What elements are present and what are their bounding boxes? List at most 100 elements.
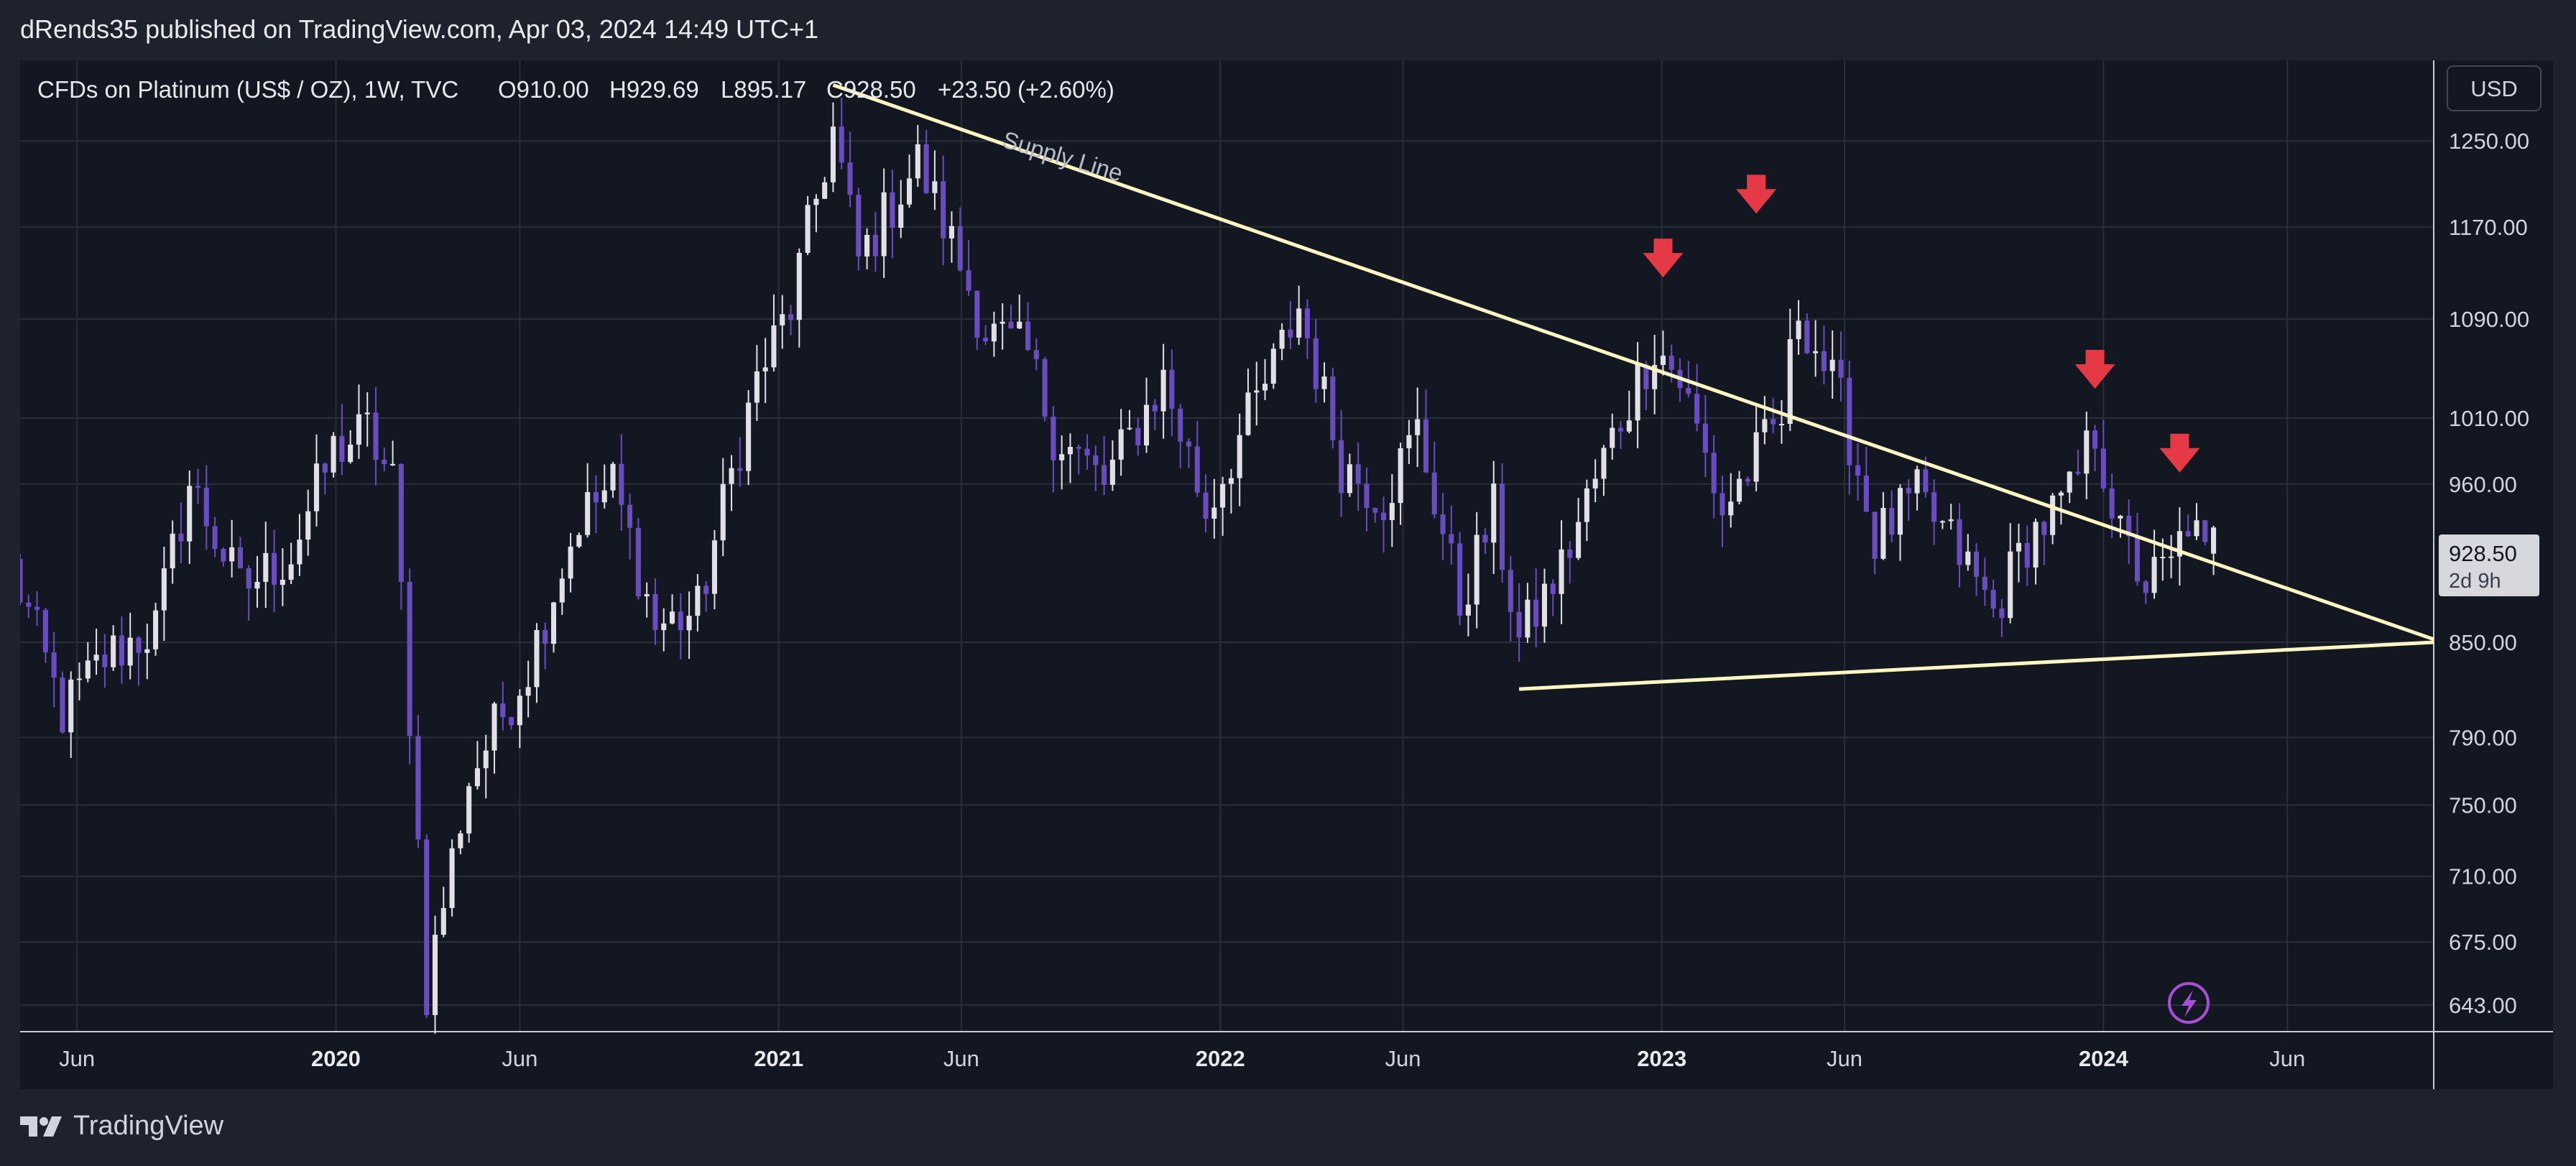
candle	[432, 915, 438, 1034]
candle	[1109, 440, 1115, 491]
x-tick-label: Jun	[943, 1046, 979, 1071]
candle	[1880, 491, 1886, 560]
candle-body	[1491, 483, 1497, 543]
candle-body	[1160, 369, 1166, 412]
candle-body	[1008, 321, 1014, 329]
candle-body	[966, 270, 971, 291]
candle	[1787, 308, 1793, 431]
candle-body	[1500, 483, 1505, 570]
candle-body	[26, 602, 32, 607]
currency-button[interactable]: USD	[2447, 65, 2542, 111]
candle-body	[1889, 507, 1895, 535]
candle-body	[1465, 604, 1471, 616]
candle	[212, 517, 218, 557]
candle-body	[1618, 427, 1624, 432]
candle	[915, 124, 920, 188]
candle-body	[2126, 515, 2132, 537]
candle-body	[2194, 520, 2199, 537]
candle	[1550, 579, 1556, 616]
candle	[1186, 438, 1191, 468]
candle	[1440, 493, 1446, 560]
candle-body	[1102, 465, 1107, 485]
candle	[229, 519, 235, 578]
candle-body	[661, 623, 667, 631]
candle	[1957, 503, 1962, 588]
current-price-label: 928.50	[2449, 541, 2517, 566]
candle	[170, 520, 175, 584]
candle	[1178, 404, 1183, 468]
candle-body	[1279, 329, 1285, 349]
candle	[1525, 583, 1531, 643]
candle-body	[483, 750, 489, 769]
candle-body	[2067, 471, 2072, 493]
candle	[1516, 583, 1522, 662]
down-arrow-icon	[2159, 433, 2200, 473]
candle-body	[957, 226, 963, 271]
chart-svg[interactable]: Supply Line 643.00 675.00 710.00 750.00 790.…	[20, 60, 2553, 1089]
candle	[339, 404, 345, 476]
legend-low: L895.17	[721, 76, 806, 103]
candle	[974, 290, 980, 351]
candle	[1457, 532, 1463, 626]
candle-body	[1863, 475, 1869, 512]
lightning-icon[interactable]	[2168, 982, 2210, 1024]
candle-body	[1431, 472, 1437, 514]
candle-body	[1711, 453, 1717, 494]
candle	[237, 537, 243, 569]
tradingview-logo[interactable]: TradingView	[20, 1111, 223, 1142]
candle	[762, 338, 768, 404]
candle-body	[2016, 542, 2022, 552]
candle	[297, 514, 303, 576]
candle-body	[1449, 534, 1454, 544]
candle-body	[2033, 522, 2039, 568]
header: dRends35 published on TradingView.com, A…	[0, 0, 2576, 60]
candle	[85, 642, 91, 683]
candle	[627, 493, 633, 560]
candle-body	[543, 629, 548, 644]
candle	[1000, 303, 1005, 350]
candle-body	[2109, 488, 2115, 519]
candle	[1491, 461, 1497, 575]
candle-body	[440, 907, 446, 935]
candle-body	[178, 533, 184, 542]
candle-body	[474, 768, 480, 787]
candle	[1694, 364, 1700, 432]
candle	[898, 180, 904, 239]
candle	[678, 593, 683, 660]
candle-body	[1237, 435, 1242, 478]
candle-body	[1668, 356, 1674, 370]
candle-body	[297, 540, 303, 565]
candle	[2016, 523, 2022, 583]
candle	[619, 434, 624, 531]
candle-body	[254, 581, 260, 589]
candle	[923, 129, 929, 195]
candle-body	[1737, 478, 1742, 502]
candle-body	[1813, 351, 1819, 353]
candle	[483, 734, 489, 799]
candle-body	[780, 314, 785, 325]
candle	[2033, 518, 2039, 585]
candle-body	[2092, 430, 2098, 449]
candle	[76, 662, 83, 700]
candle	[254, 555, 260, 608]
candle-body	[610, 463, 616, 491]
candle-body	[1897, 488, 1903, 535]
candle	[585, 463, 591, 538]
candle-body	[796, 252, 802, 320]
candle	[1863, 447, 1869, 512]
candle-body	[1186, 441, 1191, 447]
x-tick-label: 2024	[2079, 1046, 2129, 1071]
candle	[127, 612, 133, 680]
candle	[364, 392, 370, 447]
candle-body	[305, 511, 311, 540]
candle-body	[2041, 522, 2047, 535]
candle-body	[1719, 493, 1725, 516]
chart-area[interactable]: Supply Line 643.00 675.00 710.00 750.00 790.…	[20, 60, 2553, 1089]
candle	[305, 489, 311, 556]
candle-body	[1389, 503, 1395, 520]
candle	[2058, 491, 2064, 524]
candle	[1288, 300, 1293, 349]
candle-body	[2100, 448, 2106, 489]
trendline	[1518, 640, 2434, 691]
candle-body	[2143, 581, 2148, 593]
